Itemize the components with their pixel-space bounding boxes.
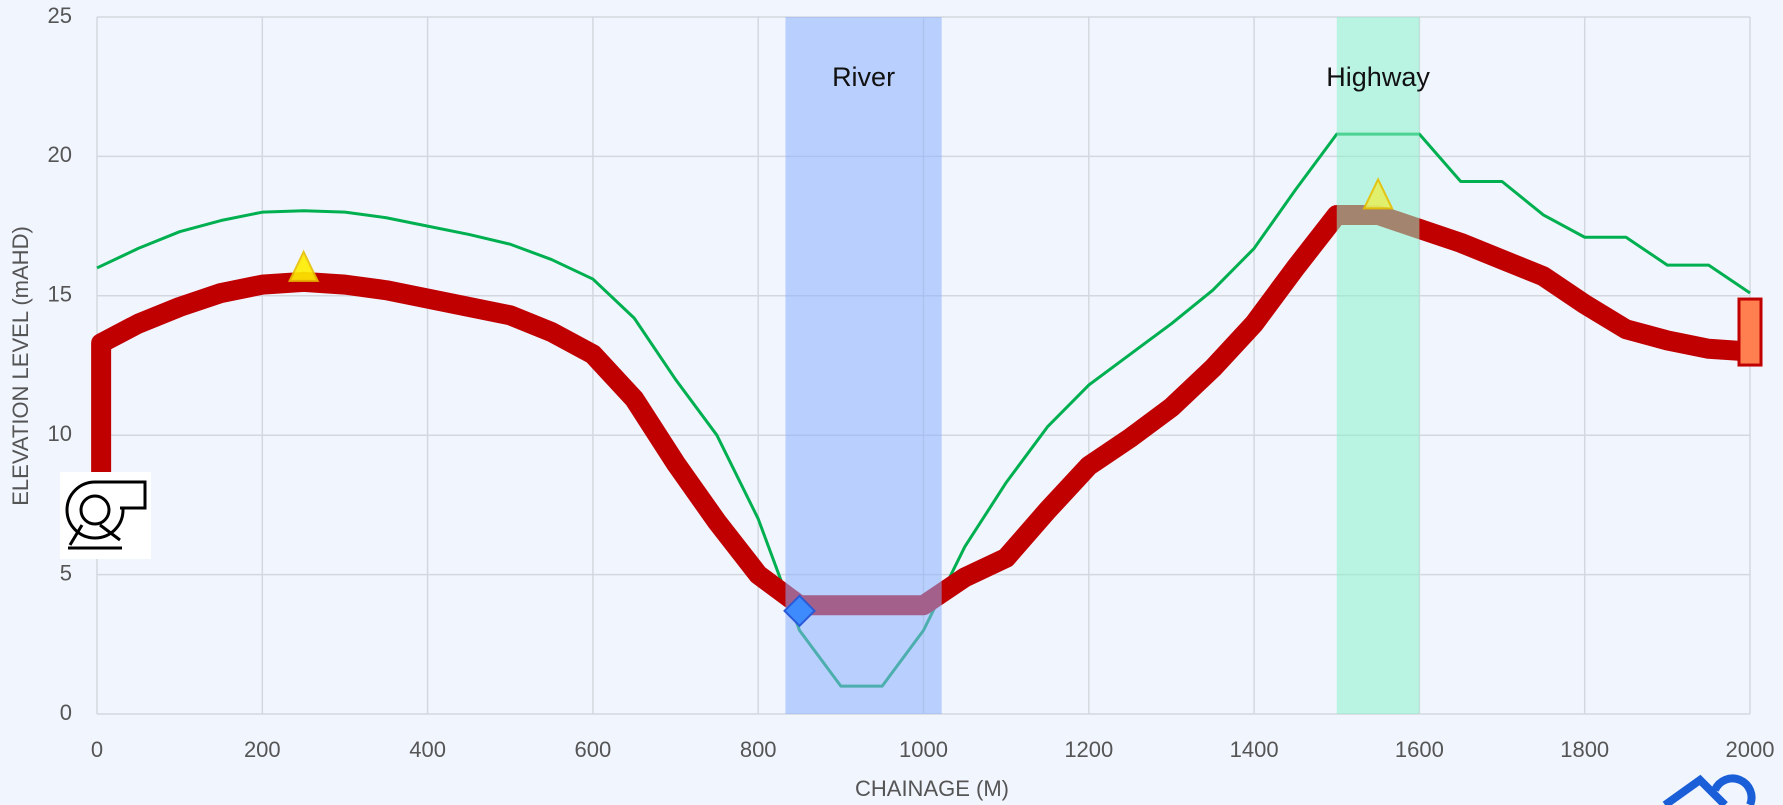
end-node-marker	[1737, 297, 1763, 367]
pump-icon	[60, 472, 151, 559]
y-tick-label: 20	[48, 142, 72, 167]
x-tick-label: 2000	[1726, 737, 1775, 762]
band	[1336, 17, 1420, 714]
y-tick-label: 0	[60, 700, 72, 725]
y-tick-label: 5	[60, 560, 72, 585]
y-tick-label: 10	[48, 421, 72, 446]
band	[785, 17, 942, 714]
x-tick-label: 1000	[899, 737, 948, 762]
x-tick-label: 1200	[1064, 737, 1113, 762]
band-label: River	[832, 62, 895, 92]
y-tick-label: 15	[48, 282, 72, 307]
logo	[1662, 774, 1756, 805]
x-tick-label: 1800	[1560, 737, 1609, 762]
band-label: Highway	[1326, 62, 1430, 92]
x-tick-label: 0	[91, 737, 103, 762]
x-tick-label: 1400	[1230, 737, 1279, 762]
y-axis-label: ELEVATION LEVEL (mAHD)	[8, 226, 33, 506]
triangle-marker	[1362, 177, 1394, 210]
triangle-marker	[288, 249, 320, 282]
diamond-marker	[783, 594, 816, 628]
bands: River Highway	[785, 17, 1430, 714]
x-tick-label: 800	[740, 737, 777, 762]
y-tick-label: 25	[48, 3, 72, 28]
x-axis-label: CHAINAGE (M)	[855, 776, 1009, 801]
x-tick-label: 400	[409, 737, 446, 762]
x-tick-label: 600	[575, 737, 612, 762]
x-tick-label: 200	[244, 737, 281, 762]
markers	[288, 177, 1763, 628]
x-tick-label: 1600	[1395, 737, 1444, 762]
